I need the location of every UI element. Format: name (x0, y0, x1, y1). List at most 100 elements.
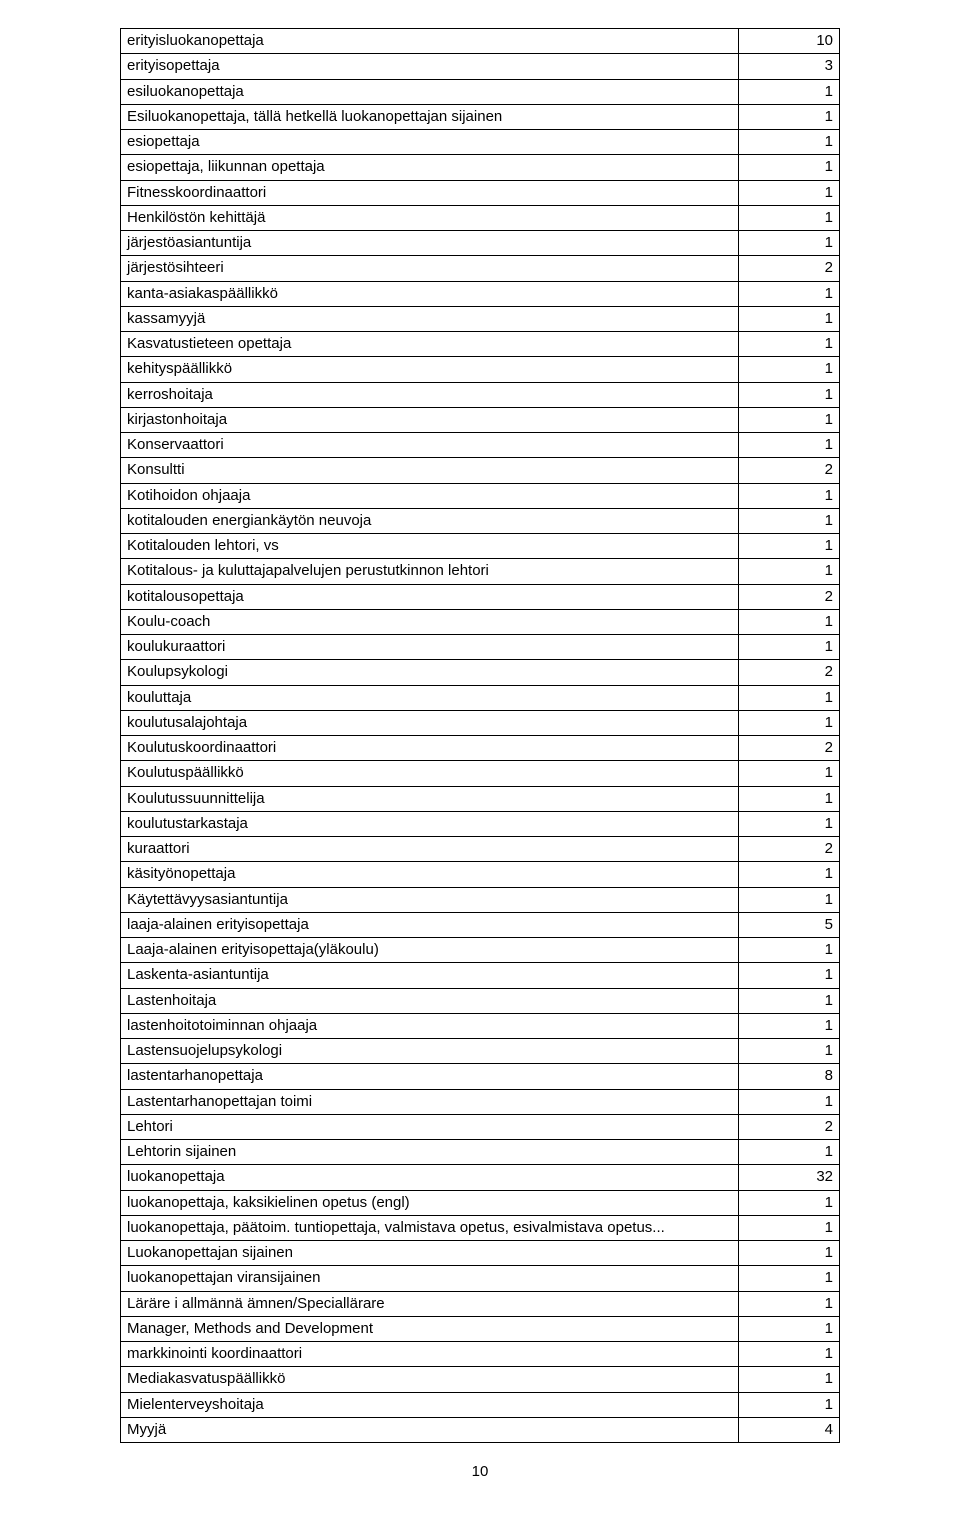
row-label: koulutustarkastaja (121, 811, 739, 836)
table-row: erityisopettaja3 (121, 54, 840, 79)
row-label: kassamyyjä (121, 306, 739, 331)
row-value: 1 (739, 1342, 840, 1367)
table-row: kouluttaja1 (121, 685, 840, 710)
data-table: erityisluokanopettaja10erityisopettaja3e… (120, 28, 840, 1443)
table-row: Koulu-coach1 (121, 609, 840, 634)
row-label: koulutusalajohtaja (121, 710, 739, 735)
row-label: Koulutuskoordinaattori (121, 736, 739, 761)
table-row: Kotitalouden lehtori, vs1 (121, 534, 840, 559)
row-label: luokanopettajan viransijainen (121, 1266, 739, 1291)
table-row: kotitalouden energiankäytön neuvoja1 (121, 508, 840, 533)
row-value: 1 (739, 635, 840, 660)
row-value: 1 (739, 155, 840, 180)
row-value: 1 (739, 281, 840, 306)
row-label: lastentarhanopettaja (121, 1064, 739, 1089)
row-label: luokanopettaja, kaksikielinen opetus (en… (121, 1190, 739, 1215)
row-label: kehityspäällikkö (121, 357, 739, 382)
row-value: 1 (739, 811, 840, 836)
table-row: kanta-asiakaspäällikkö1 (121, 281, 840, 306)
row-label: kotitalouden energiankäytön neuvoja (121, 508, 739, 533)
row-label: Kotitalous- ja kuluttajapalvelujen perus… (121, 559, 739, 584)
table-row: Koulutuskoordinaattori2 (121, 736, 840, 761)
row-label: Koulupsykologi (121, 660, 739, 685)
row-label: Luokanopettajan sijainen (121, 1241, 739, 1266)
row-value: 1 (739, 761, 840, 786)
table-row: lastenhoitotoiminnan ohjaaja1 (121, 1013, 840, 1038)
table-row: luokanopettaja32 (121, 1165, 840, 1190)
row-value: 1 (739, 407, 840, 432)
row-label: erityisopettaja (121, 54, 739, 79)
row-value: 1 (739, 508, 840, 533)
row-label: järjestösihteeri (121, 256, 739, 281)
row-label: Koulutuspäällikkö (121, 761, 739, 786)
table-row: luokanopettaja, päätoim. tuntiopettaja, … (121, 1215, 840, 1240)
table-row: esiopettaja, liikunnan opettaja1 (121, 155, 840, 180)
row-value: 1 (739, 862, 840, 887)
row-label: Koulutussuunnittelija (121, 786, 739, 811)
row-value: 1 (739, 306, 840, 331)
row-label: Manager, Methods and Development (121, 1316, 739, 1341)
row-label: Lastensuojelupsykologi (121, 1039, 739, 1064)
row-label: Kasvatustieteen opettaja (121, 332, 739, 357)
row-label: Lastenhoitaja (121, 988, 739, 1013)
table-row: Koulutussuunnittelija1 (121, 786, 840, 811)
table-row: Lastenhoitaja1 (121, 988, 840, 1013)
row-value: 1 (739, 786, 840, 811)
row-value: 2 (739, 837, 840, 862)
row-value: 2 (739, 736, 840, 761)
row-value: 4 (739, 1417, 840, 1442)
document-page: erityisluokanopettaja10erityisopettaja3e… (0, 0, 960, 1520)
table-row: järjestöasiantuntija1 (121, 231, 840, 256)
table-row: Manager, Methods and Development1 (121, 1316, 840, 1341)
row-label: Konsultti (121, 458, 739, 483)
table-row: koulutusalajohtaja1 (121, 710, 840, 735)
table-row: esiluokanopettaja1 (121, 79, 840, 104)
row-value: 1 (739, 483, 840, 508)
table-row: järjestösihteeri2 (121, 256, 840, 281)
page-number: 10 (120, 1463, 840, 1480)
table-row: Lehtorin sijainen1 (121, 1140, 840, 1165)
table-row: Lastensuojelupsykologi1 (121, 1039, 840, 1064)
table-row: markkinointi koordinaattori1 (121, 1342, 840, 1367)
table-row: kassamyyjä1 (121, 306, 840, 331)
row-value: 1 (739, 1140, 840, 1165)
row-label: Käytettävyysasiantuntija (121, 887, 739, 912)
row-value: 1 (739, 357, 840, 382)
row-label: kirjastonhoitaja (121, 407, 739, 432)
row-value: 1 (739, 1190, 840, 1215)
row-value: 8 (739, 1064, 840, 1089)
table-row: koulukuraattori1 (121, 635, 840, 660)
row-label: kerroshoitaja (121, 382, 739, 407)
row-value: 1 (739, 205, 840, 230)
row-label: Koulu-coach (121, 609, 739, 634)
row-value: 5 (739, 912, 840, 937)
row-value: 1 (739, 1215, 840, 1240)
row-value: 1 (739, 1013, 840, 1038)
row-value: 1 (739, 1367, 840, 1392)
row-value: 1 (739, 988, 840, 1013)
row-value: 2 (739, 660, 840, 685)
table-row: Laaja-alainen erityisopettaja(yläkoulu)1 (121, 938, 840, 963)
row-value: 1 (739, 1089, 840, 1114)
row-label: Konservaattori (121, 433, 739, 458)
row-label: järjestöasiantuntija (121, 231, 739, 256)
table-row: kirjastonhoitaja1 (121, 407, 840, 432)
row-label: Mielenterveyshoitaja (121, 1392, 739, 1417)
row-label: laaja-alainen erityisopettaja (121, 912, 739, 937)
row-label: Henkilöstön kehittäjä (121, 205, 739, 230)
row-value: 1 (739, 382, 840, 407)
row-value: 1 (739, 180, 840, 205)
row-label: Lastentarhanopettajan toimi (121, 1089, 739, 1114)
table-row: luokanopettaja, kaksikielinen opetus (en… (121, 1190, 840, 1215)
table-row: Koulutuspäällikkö1 (121, 761, 840, 786)
table-row: Konservaattori1 (121, 433, 840, 458)
row-label: Lehtorin sijainen (121, 1140, 739, 1165)
row-label: kouluttaja (121, 685, 739, 710)
table-row: Luokanopettajan sijainen1 (121, 1241, 840, 1266)
row-value: 2 (739, 584, 840, 609)
row-label: Lehtori (121, 1114, 739, 1139)
row-label: kanta-asiakaspäällikkö (121, 281, 739, 306)
row-label: Fitnesskoordinaattori (121, 180, 739, 205)
row-label: käsityönopettaja (121, 862, 739, 887)
table-row: Koulupsykologi2 (121, 660, 840, 685)
